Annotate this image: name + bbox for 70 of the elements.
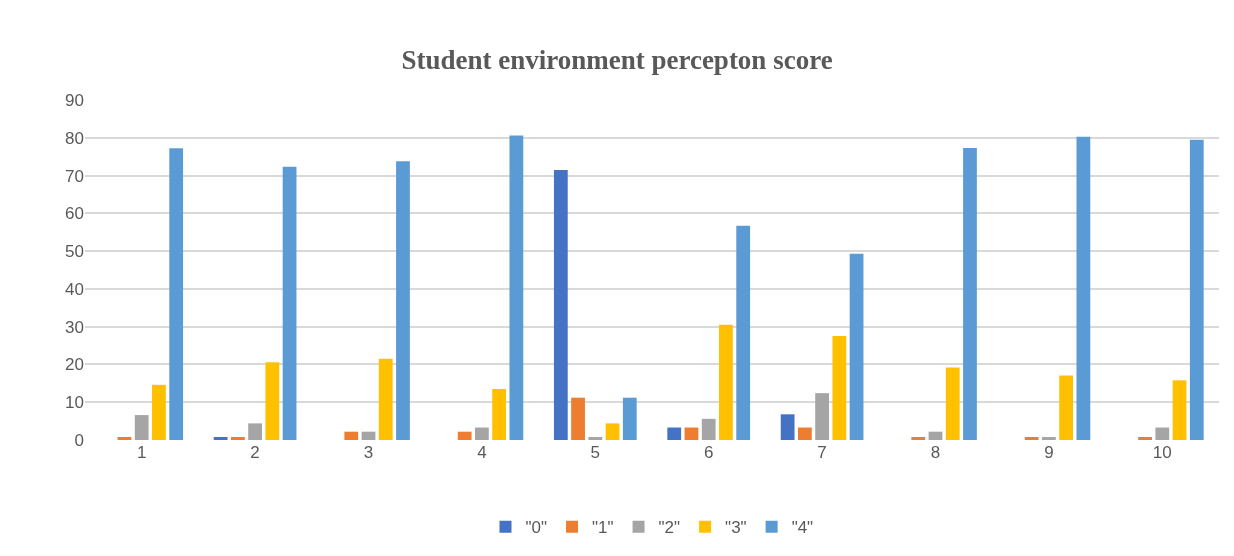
x-tick-label: 9 [1044, 443, 1054, 462]
y-tick-label: 60 [65, 204, 84, 224]
bar [117, 436, 132, 440]
bar [361, 431, 376, 440]
bar [849, 253, 864, 440]
y-tick-label: 70 [65, 166, 84, 186]
bar [1172, 380, 1187, 440]
x-tick-label: 3 [363, 443, 374, 462]
y-tick-label: 90 [65, 90, 84, 110]
bar [588, 436, 603, 440]
x-tick-label: 6 [703, 443, 714, 462]
x-tick-label: 2 [250, 443, 260, 462]
bar [265, 362, 280, 440]
bar [282, 166, 297, 440]
y-tick-label: 40 [65, 279, 84, 299]
bar [1042, 436, 1056, 440]
bar [553, 169, 568, 440]
bar [475, 427, 489, 440]
bar [832, 336, 847, 440]
y-tick-label: 10 [65, 393, 84, 413]
bar [911, 436, 926, 440]
bar [719, 324, 733, 440]
bar [928, 431, 943, 440]
legend-label: "3" [725, 518, 747, 538]
bar [1076, 136, 1091, 440]
y-tick-label: 80 [65, 128, 84, 148]
bar [815, 393, 829, 440]
x-tick-label: 8 [930, 443, 941, 462]
bar [736, 225, 751, 440]
bar [230, 436, 245, 440]
bar [1155, 427, 1170, 440]
legend-label: "4" [791, 518, 814, 538]
bar [684, 427, 699, 440]
bar [344, 431, 359, 440]
y-tick-label: 50 [65, 242, 84, 262]
y-tick-label: 30 [65, 317, 84, 337]
x-tick-label: 7 [817, 443, 827, 462]
bar [701, 418, 716, 440]
chart-title: Student environment percepton score [401, 44, 833, 75]
legend-label: "2" [658, 518, 681, 538]
y-tick-label: 0 [74, 430, 84, 450]
bar [945, 367, 960, 440]
legend-label: "0" [525, 518, 548, 538]
bar [605, 423, 620, 440]
legend-label: "1" [592, 518, 614, 538]
bar [169, 148, 184, 440]
bar [1024, 436, 1039, 440]
bar [1059, 375, 1074, 440]
bar [492, 389, 507, 440]
bar [457, 431, 472, 440]
bar [152, 384, 166, 440]
bar [797, 427, 812, 440]
x-tick-label: 4 [477, 443, 487, 462]
bar [963, 147, 977, 440]
bar [134, 415, 149, 440]
bar [509, 135, 524, 440]
bar [1138, 436, 1152, 440]
x-tick-label: 1 [136, 443, 147, 462]
y-tick-label: 20 [65, 355, 84, 375]
bar [378, 358, 393, 440]
x-tick-label: 5 [590, 443, 601, 462]
bar [622, 397, 637, 440]
bar [248, 423, 262, 440]
bar [396, 161, 410, 440]
x-tick-label: 10 [1152, 443, 1172, 462]
bar [667, 427, 682, 440]
bar [780, 414, 795, 440]
bar [571, 397, 585, 440]
bar [213, 436, 228, 440]
bar [1189, 139, 1204, 440]
